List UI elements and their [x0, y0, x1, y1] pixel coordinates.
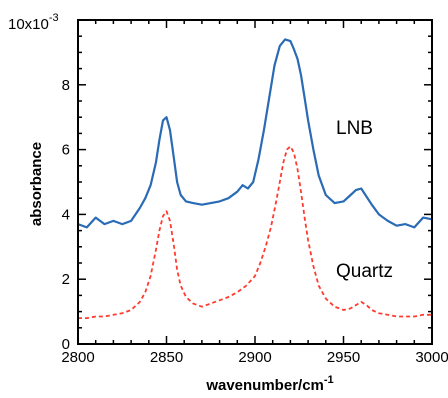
- x-tick-label: 3000: [415, 349, 448, 366]
- y-multiplier-exponent: -3: [49, 12, 59, 24]
- series-label-lnb: LNB: [336, 118, 373, 139]
- series-layer: [77, 38, 433, 319]
- x-axis-label: wavenumber/cm-1: [205, 374, 333, 394]
- y-tick-label: 0: [62, 336, 70, 353]
- ticks-layer: [77, 19, 433, 345]
- x-tick-label: 2850: [150, 349, 183, 366]
- x-tick-label: 2950: [327, 349, 360, 366]
- y-tick-label: 4: [62, 206, 70, 223]
- labels-layer: 2800 2850 2900 2950 3000 0 2 4 6 8 LNB Quartz: [61, 77, 448, 366]
- x-tick-label: 2900: [238, 349, 271, 366]
- series-label-quartz: Quartz: [336, 261, 393, 282]
- y-tick-label: 8: [62, 77, 70, 94]
- plot-frame: [77, 19, 433, 345]
- x-tick-label: 2800: [61, 349, 94, 366]
- series-line-lnb: [77, 38, 433, 229]
- y-tick-label: 6: [62, 142, 70, 159]
- x-axis-label-superscript: -1: [324, 374, 334, 386]
- x-axis-label-text: wavenumber/cm: [205, 377, 324, 394]
- y-multiplier-base: 10x10: [8, 16, 49, 33]
- y-tick-label: 2: [62, 271, 70, 288]
- y-axis-label: absorbance: [28, 142, 45, 226]
- y-axis-multiplier: 10x10-3: [8, 12, 59, 33]
